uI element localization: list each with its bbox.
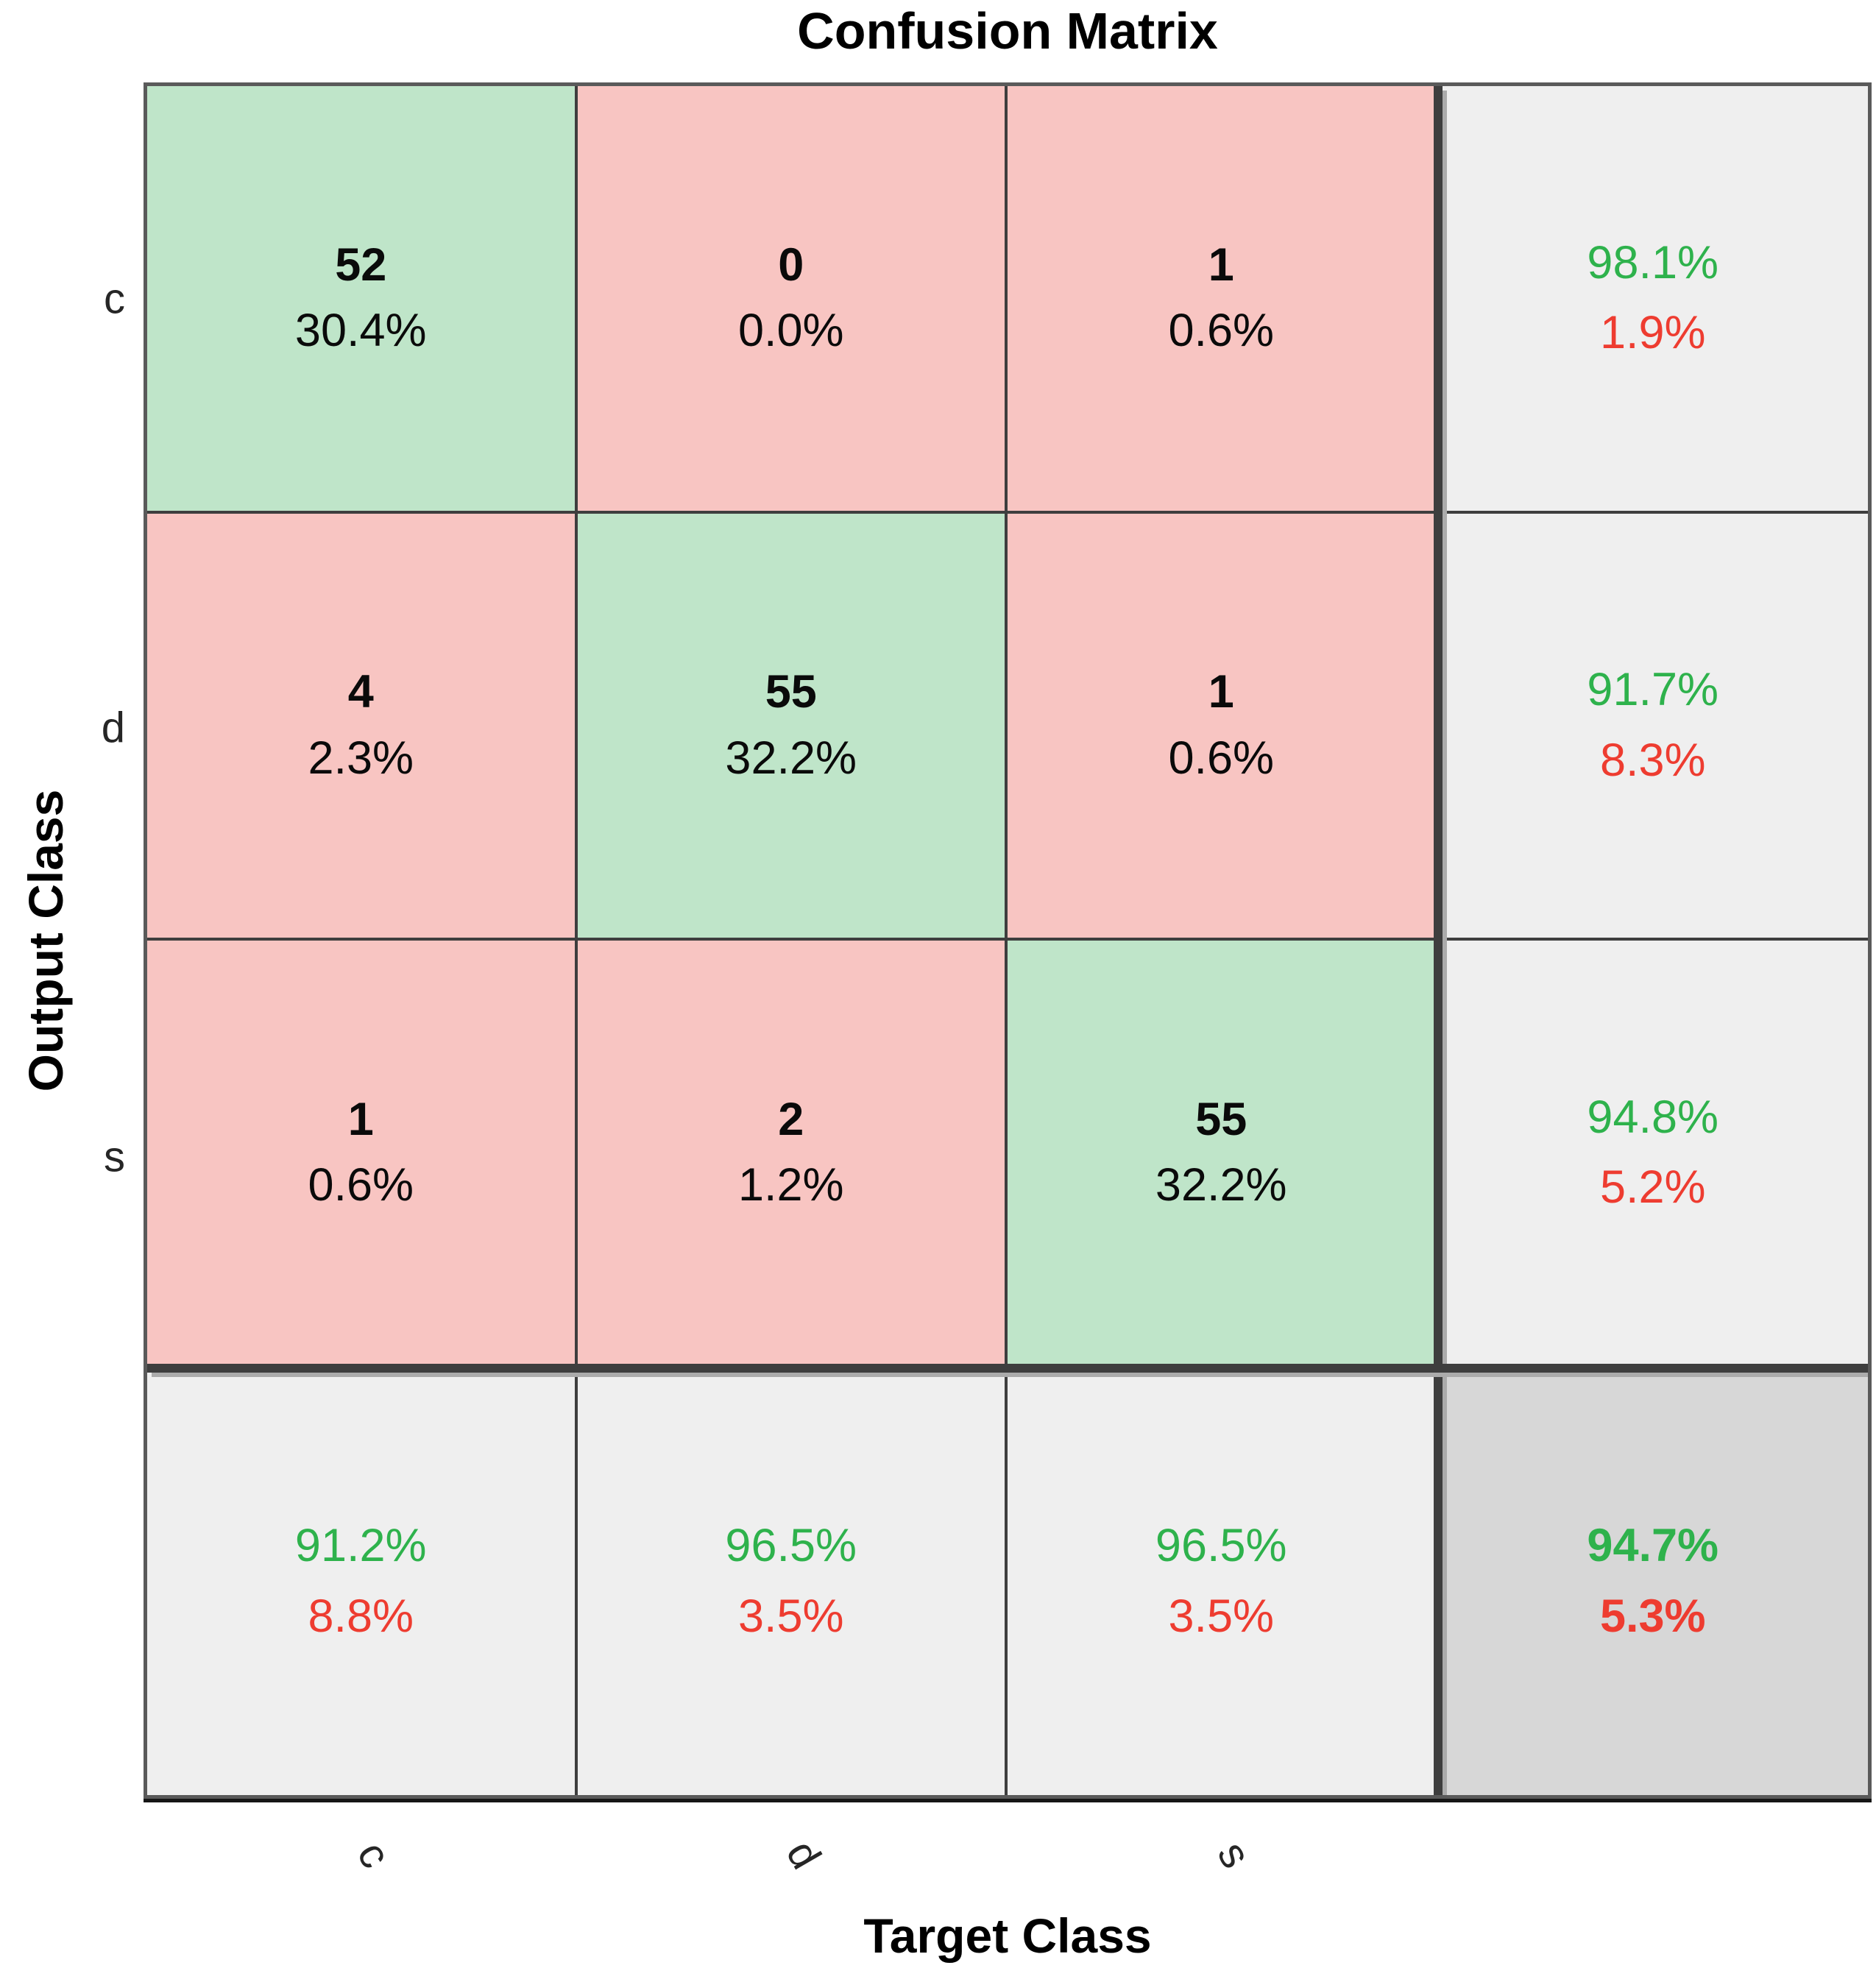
cell-percent: 32.2% — [1155, 1159, 1287, 1211]
cell-output-d-target-d: 55 32.2% — [577, 513, 1008, 941]
cell-count: 0 — [778, 238, 804, 291]
cell-output-s-target-d: 2 1.2% — [577, 941, 1008, 1368]
col-summary-s: 96.5% 3.5% — [1008, 1367, 1438, 1795]
row-summary-s: 94.8% 5.2% — [1437, 941, 1868, 1368]
cell-percent: 1.2% — [737, 1159, 844, 1211]
cell-output-s-target-s: 55 32.2% — [1008, 941, 1438, 1368]
cell-count: 55 — [765, 666, 817, 718]
cell-count: 1 — [347, 1093, 374, 1145]
cell-percent: 30.4% — [294, 305, 427, 357]
row-error-rate: 8.3% — [1599, 734, 1706, 786]
row-error-rate: 5.2% — [1599, 1161, 1706, 1214]
col-error-rate: 3.5% — [1168, 1590, 1275, 1642]
cell-count: 4 — [347, 666, 374, 718]
col-success-rate: 96.5% — [725, 1520, 857, 1572]
y-tick-c: c — [104, 275, 125, 323]
cell-output-d-target-s: 1 0.6% — [1008, 513, 1438, 941]
cell-output-c-target-s: 1 0.6% — [1008, 86, 1438, 514]
col-error-rate: 3.5% — [737, 1590, 844, 1642]
col-summary-c: 91.2% 8.8% — [147, 1367, 578, 1795]
row-summary-d: 91.7% 8.3% — [1437, 513, 1868, 941]
col-success-rate: 91.2% — [294, 1520, 427, 1572]
cell-percent: 2.3% — [308, 732, 414, 784]
x-axis-line — [144, 1799, 1872, 1802]
matrix-grid: 52 30.4% 0 0.0% 1 0.6% 98.1% 1.9% 4 2.3%… — [144, 82, 1872, 1799]
cell-percent: 0.0% — [737, 305, 844, 357]
summary-row-separator — [147, 1363, 1868, 1373]
col-error-rate: 8.8% — [308, 1590, 414, 1642]
cell-percent: 0.6% — [1168, 732, 1275, 784]
cell-count: 1 — [1208, 238, 1234, 291]
cell-percent: 32.2% — [725, 732, 857, 784]
row-success-rate: 91.7% — [1587, 664, 1719, 716]
cell-output-d-target-c: 4 2.3% — [147, 513, 578, 941]
cell-count: 2 — [778, 1093, 804, 1145]
cell-percent: 0.6% — [308, 1159, 414, 1211]
x-tick-c: c — [347, 1833, 400, 1876]
cell-output-s-target-c: 1 0.6% — [147, 941, 578, 1368]
cell-count: 1 — [1208, 666, 1234, 718]
overall-accuracy-cell: 94.7% 5.3% — [1437, 1367, 1868, 1795]
row-error-rate: 1.9% — [1599, 307, 1706, 359]
cell-percent: 0.6% — [1168, 305, 1275, 357]
cell-output-c-target-c: 52 30.4% — [147, 86, 578, 514]
summary-column-separator — [1433, 86, 1443, 1795]
cell-count: 52 — [335, 238, 387, 291]
y-tick-d: d — [101, 704, 125, 752]
x-axis-label: Target Class — [863, 1908, 1152, 1963]
y-tick-s: s — [104, 1133, 125, 1181]
x-tick-d: d — [776, 1832, 831, 1877]
col-summary-d: 96.5% 3.5% — [577, 1367, 1008, 1795]
row-summary-c: 98.1% 1.9% — [1437, 86, 1868, 514]
row-success-rate: 94.8% — [1587, 1091, 1719, 1143]
x-tick-s: s — [1208, 1833, 1261, 1876]
overall-accuracy: 94.7% — [1587, 1520, 1719, 1572]
overall-error: 5.3% — [1599, 1590, 1706, 1642]
cell-output-c-target-d: 0 0.0% — [577, 86, 1008, 514]
y-axis-label: Output Class — [18, 789, 73, 1092]
chart-title: Confusion Matrix — [797, 2, 1218, 60]
row-success-rate: 98.1% — [1587, 236, 1719, 289]
col-success-rate: 96.5% — [1155, 1520, 1287, 1572]
cell-count: 55 — [1195, 1093, 1247, 1145]
